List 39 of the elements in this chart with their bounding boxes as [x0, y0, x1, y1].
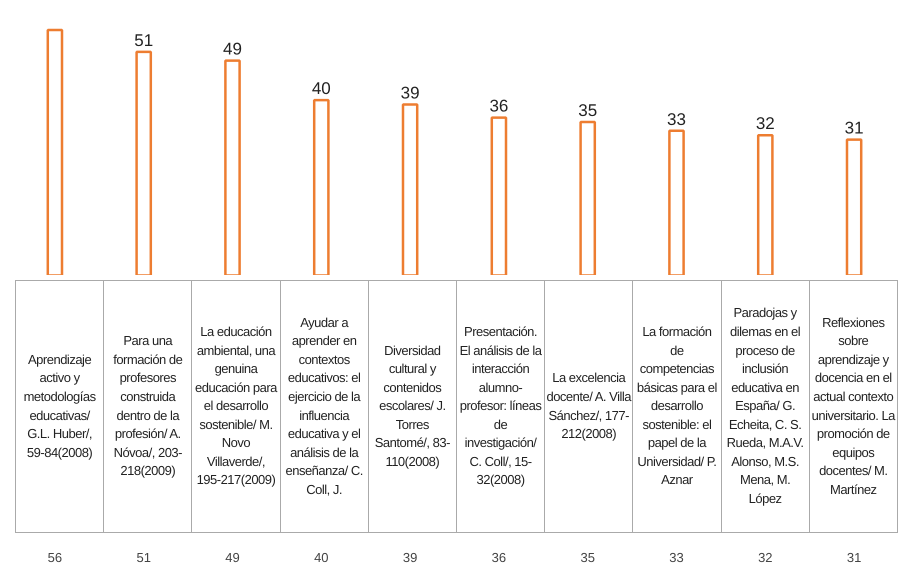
bar: [224, 59, 241, 275]
text: 32: [758, 550, 773, 565]
data-label: 35: [578, 101, 598, 120]
text: 40: [314, 550, 329, 565]
bar: [46, 28, 64, 275]
category-label: Reflexiones sobre aprendizaje y docencia en el actual contexto universitario. La promoción de equipos docentes/ M. Martínez: [812, 314, 895, 497]
x-tick-label: Aprendizaje activo y metodologías educativas/ G.L. Huber/, 59-84(2008): [16, 280, 104, 532]
x-tick-label: Para una formación de profesores construida dentro de la profesión/ A. Nóvoa/, 203-218(2009): [104, 280, 192, 532]
text: 33: [669, 550, 684, 565]
category-label: Ayudar a aprender en contextos educativos: el ejercicio de la influencia educativa y el análisis de la enseñanza/ C. Coll, J.: [285, 314, 363, 497]
text: 36: [492, 550, 506, 565]
text: 56: [48, 550, 62, 565]
text: 49: [225, 550, 240, 565]
bar: [135, 50, 152, 275]
bar: [312, 98, 330, 275]
data-label: 39: [400, 84, 420, 102]
bar: [490, 116, 508, 275]
bar: [756, 134, 774, 275]
x-tick-label: La excelencia docente/ A. Villa Sánchez/, 177-212(2008): [544, 280, 633, 532]
text: 51: [136, 550, 151, 565]
bar: [402, 103, 418, 275]
category-label: La educación ambiental, una genuina educación para el desarrollo sostenible/ M. Novo Villaverde/, 195-217(2009): [195, 324, 277, 488]
data-label: 31: [844, 118, 864, 138]
bar: [668, 130, 685, 275]
data-label: 51: [134, 30, 154, 50]
bar: [846, 138, 862, 275]
category-label: La formación de competencias básicas para el desarrollo sostenible: el papel de la Universidad/ P. Aznar: [636, 324, 717, 488]
category-label: Presentación. El análisis de la interacción alumno-profesor: líneas de investigación/ C. Coll/, 15-32(2008): [460, 324, 542, 488]
data-label: 40: [312, 79, 331, 98]
data-label: 36: [489, 96, 508, 116]
data-label: 49: [223, 40, 242, 59]
data-label: 33: [667, 110, 686, 129]
category-label: Paradojas y dilemas en el proceso de inclusión educativa en España/ G. Echeita, C. S. Rueda, M.A.V. Alonso, M.S. Mena, M. López: [726, 305, 804, 506]
bar: [579, 120, 596, 275]
x-tick-label: Diversidad cultural y contenidos escolares/ J. Torres Santomé/, 83-110(2008): [368, 280, 456, 532]
text: 39: [402, 550, 418, 565]
text: 31: [846, 550, 862, 565]
text: 35: [580, 550, 595, 565]
data-label: 32: [756, 114, 775, 134]
